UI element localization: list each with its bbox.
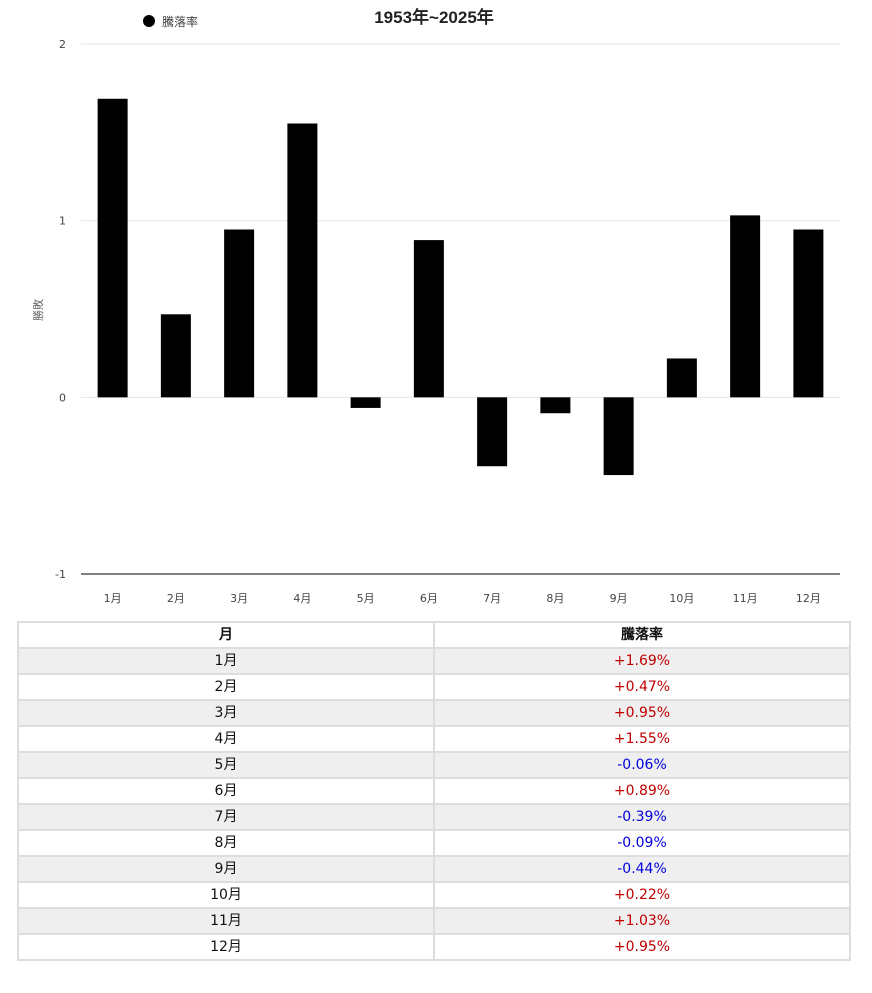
x-tick-label: 2月 (167, 592, 185, 605)
bar-8[interactable] (540, 397, 571, 414)
x-tick-label: 6月 (420, 592, 438, 605)
change-cell: +0.95% (433, 933, 851, 961)
month-cell: 5月 (17, 751, 435, 779)
x-ticks-layer: 1月 2月 3月 4月 5月 6月 7月 8月 9月 10月 11月 12月 (104, 592, 821, 605)
table-row: 5月 -0.06% (17, 751, 851, 779)
bar-4[interactable] (287, 123, 318, 398)
change-column-header[interactable]: 騰落率 (433, 621, 851, 649)
x-tick-label: 8月 (546, 592, 564, 605)
change-cell: +1.55% (433, 725, 851, 753)
y-tick-label: 0 (59, 391, 66, 404)
x-tick-label: 12月 (796, 592, 821, 605)
grid-layer: 2 1 0 -1 (55, 38, 840, 581)
table-row: 12月 +0.95% (17, 933, 851, 961)
change-cell: +0.22% (433, 881, 851, 909)
x-tick-label: 11月 (733, 592, 758, 605)
month-cell: 4月 (17, 725, 435, 753)
table-row: 4月 +1.55% (17, 725, 851, 753)
month-cell: 7月 (17, 803, 435, 831)
table-row: 10月 +0.22% (17, 881, 851, 909)
table-row: 2月 +0.47% (17, 673, 851, 701)
change-cell: -0.39% (433, 803, 851, 831)
month-cell: 3月 (17, 699, 435, 727)
chart-area: 1953年~2025年 騰落率 勝敗 2 1 0 -1 1月 2月 3月 4月 5月 6月 7月 8… (31, 7, 840, 605)
month-cell: 10月 (17, 881, 435, 909)
table-row: 6月 +0.89% (17, 777, 851, 805)
x-tick-label: 10月 (669, 592, 694, 605)
table-row: 1月 +1.69% (17, 647, 851, 675)
x-tick-label: 5月 (357, 592, 375, 605)
y-tick-label: 2 (59, 38, 66, 51)
bar-5[interactable] (350, 397, 381, 408)
bar-7[interactable] (477, 397, 508, 467)
bar-chart: 1953年~2025年 騰落率 勝敗 2 1 0 -1 1月 2月 3月 4月 5月 6月 7月 8… (31, 7, 840, 605)
x-tick-label: 7月 (483, 592, 501, 605)
change-cell: +0.95% (433, 699, 851, 727)
bar-11[interactable] (730, 215, 761, 398)
month-cell: 1月 (17, 647, 435, 675)
bar-1[interactable] (97, 98, 128, 398)
x-tick-label: 1月 (104, 592, 122, 605)
bar-9[interactable] (603, 397, 634, 476)
monthly-change-table: 月 騰落率 1月 +1.69% 2月 +0.47% 3月 +0.95% 4月 +1.55% 5月… (17, 621, 851, 961)
bars-layer (97, 98, 824, 476)
change-cell: +1.69% (433, 647, 851, 675)
change-cell: -0.44% (433, 855, 851, 883)
month-cell: 8月 (17, 829, 435, 857)
x-tick-label: 9月 (610, 592, 628, 605)
bar-2[interactable] (160, 314, 191, 398)
y-axis-label: 勝敗 (31, 299, 45, 321)
change-cell: -0.06% (433, 751, 851, 779)
legend-marker[interactable] (143, 15, 155, 27)
change-cell: +0.89% (433, 777, 851, 805)
change-cell: +1.03% (433, 907, 851, 935)
x-tick-label: 3月 (230, 592, 248, 605)
x-tick-label: 4月 (293, 592, 311, 605)
legend-label[interactable]: 騰落率 (162, 14, 198, 29)
change-cell: -0.09% (433, 829, 851, 857)
month-cell: 11月 (17, 907, 435, 935)
table-row: 7月 -0.39% (17, 803, 851, 831)
table-row: 3月 +0.95% (17, 699, 851, 727)
table-row: 9月 -0.44% (17, 855, 851, 883)
bar-6[interactable] (413, 240, 444, 398)
y-tick-label: 1 (59, 215, 66, 228)
table-header-row: 月 騰落率 (17, 621, 851, 649)
change-cell: +0.47% (433, 673, 851, 701)
table-row: 8月 -0.09% (17, 829, 851, 857)
y-tick-label: -1 (55, 568, 66, 581)
table-row: 11月 +1.03% (17, 907, 851, 935)
month-cell: 6月 (17, 777, 435, 805)
bar-3[interactable] (224, 229, 255, 398)
chart-title: 1953年~2025年 (374, 7, 494, 27)
table-body: 1月 +1.69% 2月 +0.47% 3月 +0.95% 4月 +1.55% 5月 -0.06%… (17, 647, 851, 961)
month-column-header[interactable]: 月 (17, 621, 435, 649)
month-cell: 9月 (17, 855, 435, 883)
month-cell: 12月 (17, 933, 435, 961)
bar-12[interactable] (793, 229, 824, 398)
bar-10[interactable] (666, 358, 697, 398)
month-cell: 2月 (17, 673, 435, 701)
